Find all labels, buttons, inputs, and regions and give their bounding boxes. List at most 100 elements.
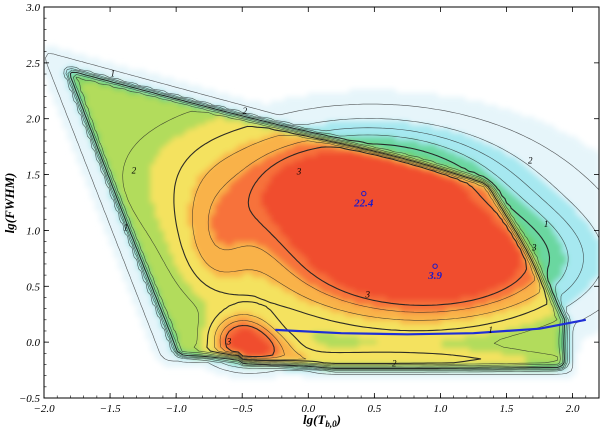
density-cell <box>437 182 443 188</box>
density-cell <box>492 261 498 266</box>
density-cell <box>497 315 503 321</box>
density-fill-cells <box>44 46 599 379</box>
density-cell <box>113 218 119 223</box>
density-cell <box>182 331 188 336</box>
density-cell <box>566 355 572 360</box>
density-cell <box>534 315 540 321</box>
density-cell <box>326 261 332 266</box>
density-cell <box>266 257 272 262</box>
density-cell <box>122 194 128 200</box>
density-cell <box>372 339 378 344</box>
density-cell <box>594 288 599 293</box>
density-cell <box>455 355 461 360</box>
density-cell <box>275 182 281 188</box>
density-cell <box>284 347 290 352</box>
density-cell <box>464 245 471 250</box>
density-cell <box>307 202 313 207</box>
density-cell <box>511 194 517 200</box>
density-cell <box>400 323 406 329</box>
density-cell <box>377 312 383 317</box>
density-cell <box>224 358 230 364</box>
density-cell <box>488 206 494 211</box>
density-cell <box>451 253 457 258</box>
density-cell <box>150 182 156 188</box>
density-cell <box>441 214 447 219</box>
density-cell <box>229 284 235 290</box>
density-cell <box>229 229 235 235</box>
density-cell <box>460 292 466 297</box>
density-cell <box>321 304 327 309</box>
density-cell <box>404 233 410 239</box>
density-cell <box>571 296 577 301</box>
density-cell <box>363 233 369 239</box>
density-cell <box>575 249 582 254</box>
density-cell <box>575 257 582 262</box>
density-cell <box>312 288 318 293</box>
density-cell <box>571 241 577 247</box>
density-cell <box>441 335 447 340</box>
density-cell <box>478 339 484 344</box>
density-cell <box>219 206 225 211</box>
density-cell <box>261 327 267 333</box>
density-cell <box>238 206 244 211</box>
density-cell <box>441 249 447 254</box>
density-cell <box>247 327 253 333</box>
density-cell <box>215 276 221 282</box>
density-cell <box>571 347 577 352</box>
density-cell <box>460 210 466 215</box>
density-cell <box>131 288 138 293</box>
density-cell <box>349 327 355 333</box>
density-cell <box>488 355 494 360</box>
density-cell <box>159 288 165 293</box>
density-cell <box>427 370 434 376</box>
density-cell <box>279 276 286 282</box>
density-cell <box>155 343 161 348</box>
density-cell <box>293 323 299 329</box>
density-cell <box>349 315 355 321</box>
density-cell <box>363 222 369 227</box>
density-cell <box>187 292 193 297</box>
density-cell <box>520 257 526 262</box>
density-cell <box>284 308 290 313</box>
density-cell <box>525 198 531 204</box>
density-cell <box>414 210 420 215</box>
density-cell <box>150 261 156 266</box>
density-cell <box>562 194 568 200</box>
density-cell <box>256 272 262 278</box>
density-cell <box>192 229 198 235</box>
density-cell <box>529 233 535 239</box>
density-cell <box>520 261 526 266</box>
density-fill <box>44 46 599 379</box>
density-cell <box>316 253 323 258</box>
density-cell <box>460 347 466 352</box>
density-cell <box>275 308 281 313</box>
density-cell <box>321 284 327 290</box>
density-cell <box>474 214 480 219</box>
density-cell <box>575 237 582 243</box>
density-cell <box>321 198 327 204</box>
density-cell <box>478 233 484 239</box>
density-cell <box>594 319 599 325</box>
density-cell <box>418 319 424 325</box>
density-cell <box>298 182 304 188</box>
density-cell <box>229 182 235 188</box>
density-cell <box>187 315 193 321</box>
density-cell <box>279 182 286 188</box>
density-cell <box>270 198 276 204</box>
density-cell <box>381 182 387 188</box>
density-cell <box>256 319 262 325</box>
density-cell <box>150 339 156 344</box>
density-cell <box>529 351 535 356</box>
density-cell <box>381 304 387 309</box>
density-cell <box>580 226 586 231</box>
density-cell <box>252 366 258 372</box>
density-cell <box>321 327 327 333</box>
density-cell <box>501 280 508 286</box>
density-cell <box>178 222 184 227</box>
density-cell <box>284 319 290 325</box>
density-cell <box>562 308 568 313</box>
density-cell <box>275 269 281 274</box>
density-cell <box>187 182 193 188</box>
density-cell <box>418 261 424 266</box>
density-cell <box>501 226 508 231</box>
